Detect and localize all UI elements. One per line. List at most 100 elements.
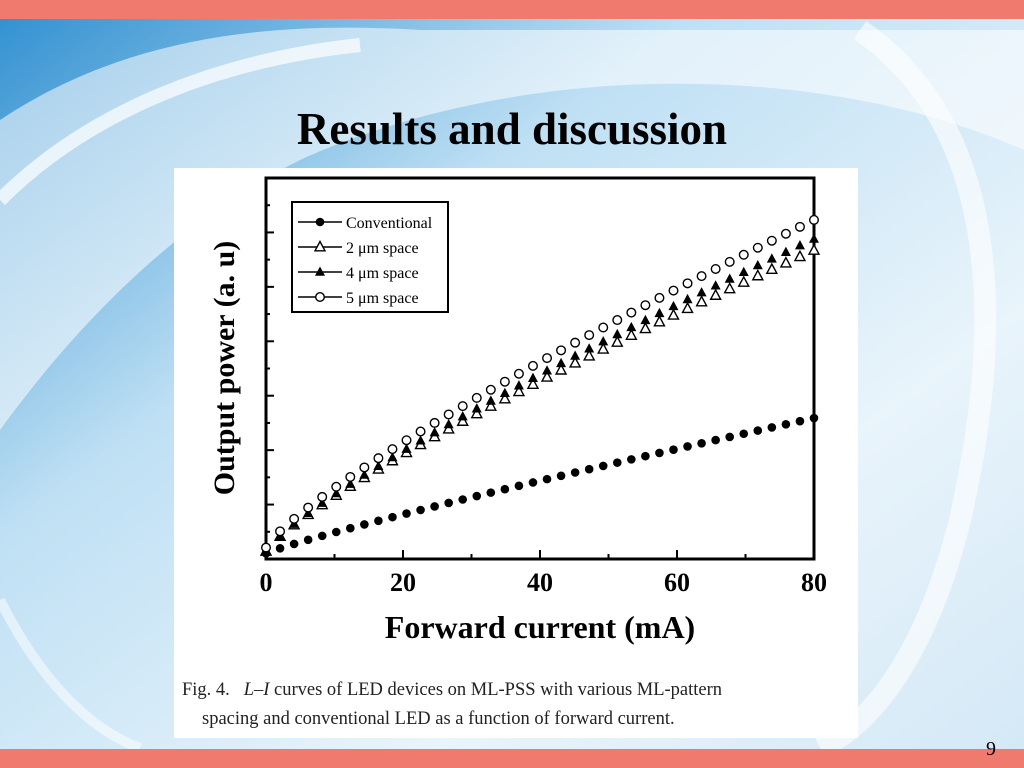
data-point bbox=[795, 416, 805, 426]
data-point bbox=[584, 343, 595, 353]
data-point bbox=[711, 435, 720, 445]
legend-marker bbox=[313, 240, 327, 252]
data-point bbox=[809, 214, 820, 225]
legend: Conventional 2 μm space 4 μm space 5 μm spa… bbox=[291, 201, 449, 313]
data-point bbox=[554, 363, 568, 375]
data-point bbox=[260, 542, 271, 553]
data-point bbox=[612, 315, 623, 326]
data-point bbox=[696, 287, 707, 297]
data-point bbox=[710, 263, 721, 274]
data-point bbox=[500, 484, 510, 494]
data-point bbox=[275, 526, 286, 537]
data-point bbox=[669, 445, 678, 454]
x-tick-label: 80 bbox=[801, 568, 827, 597]
data-point bbox=[373, 460, 384, 470]
data-point bbox=[766, 235, 777, 246]
x-axis-label: Forward current (mA) bbox=[385, 609, 695, 645]
data-point bbox=[570, 468, 580, 477]
data-point bbox=[809, 233, 819, 243]
legend-label: 5 μm space bbox=[346, 290, 419, 307]
caption-line-1-text: curves of LED devices on ML-PSS with var… bbox=[269, 680, 723, 700]
data-point bbox=[641, 451, 650, 461]
data-point bbox=[639, 321, 652, 334]
y-axis-ticks bbox=[266, 177, 274, 533]
top-accent-bar bbox=[0, 0, 1024, 19]
data-point bbox=[612, 458, 622, 467]
data-point bbox=[303, 502, 314, 513]
figure-panel: 0 20 40 60 80 Conventional 2 μm space 4 μm spa… bbox=[174, 168, 858, 738]
series-layer bbox=[259, 214, 821, 558]
caption-li: L–I bbox=[243, 680, 270, 700]
data-point bbox=[429, 417, 440, 428]
data-point bbox=[668, 300, 679, 311]
data-point bbox=[485, 384, 496, 395]
data-point bbox=[724, 273, 735, 283]
data-point bbox=[626, 307, 637, 318]
data-point bbox=[793, 249, 807, 262]
data-point bbox=[626, 321, 637, 332]
data-point bbox=[725, 432, 734, 442]
data-point bbox=[289, 539, 299, 549]
data-point bbox=[780, 228, 791, 239]
data-point bbox=[416, 505, 425, 515]
legend-label: 2 μm space bbox=[346, 240, 419, 257]
x-tick-label: 0 bbox=[260, 568, 273, 597]
data-point bbox=[584, 330, 595, 341]
data-point bbox=[794, 221, 805, 232]
data-point bbox=[513, 368, 524, 379]
data-point bbox=[527, 372, 538, 382]
data-point bbox=[568, 356, 582, 368]
series-0 bbox=[261, 413, 819, 558]
data-point bbox=[528, 478, 538, 487]
data-point bbox=[331, 487, 342, 498]
data-point bbox=[472, 491, 482, 501]
data-point bbox=[401, 443, 412, 453]
data-point bbox=[486, 488, 496, 497]
data-point bbox=[499, 387, 510, 398]
data-point bbox=[498, 392, 512, 404]
data-point bbox=[542, 353, 553, 364]
data-point bbox=[653, 315, 666, 327]
bottom-accent-bar bbox=[0, 749, 1024, 768]
data-point bbox=[584, 464, 594, 474]
data-point bbox=[527, 360, 538, 371]
figure-caption: Fig. 4. L–I curves of LED devices on ML-… bbox=[182, 676, 858, 734]
data-point bbox=[696, 271, 707, 282]
data-point bbox=[402, 509, 411, 518]
data-point bbox=[387, 452, 398, 462]
data-point bbox=[540, 370, 554, 382]
data-point bbox=[443, 409, 454, 420]
data-point bbox=[765, 262, 779, 275]
data-point bbox=[457, 411, 468, 421]
legend-marker bbox=[314, 291, 325, 302]
data-point bbox=[485, 395, 496, 405]
data-point bbox=[374, 516, 383, 526]
data-point bbox=[443, 418, 454, 429]
data-point bbox=[753, 426, 763, 435]
page-number: 9 bbox=[986, 738, 996, 760]
data-point bbox=[513, 380, 524, 390]
data-point bbox=[331, 527, 341, 537]
data-point bbox=[556, 357, 567, 368]
data-point bbox=[682, 293, 693, 304]
data-point bbox=[655, 448, 664, 458]
x-tick-label: 60 bbox=[664, 568, 690, 597]
data-point bbox=[598, 322, 609, 333]
data-point bbox=[681, 301, 694, 314]
data-point bbox=[739, 429, 749, 439]
x-tick-label: 40 bbox=[527, 568, 553, 597]
data-point bbox=[542, 474, 552, 484]
data-point bbox=[359, 462, 370, 473]
legend-label: Conventional bbox=[346, 215, 433, 232]
data-point bbox=[303, 535, 313, 545]
data-point bbox=[471, 403, 482, 413]
legend-label: 4 μm space bbox=[346, 265, 419, 282]
data-point bbox=[484, 399, 497, 411]
legend-marker bbox=[315, 266, 325, 276]
data-point bbox=[781, 419, 791, 429]
data-point bbox=[556, 471, 566, 481]
slide-title: Results and discussion bbox=[296, 104, 728, 154]
data-point bbox=[373, 453, 384, 464]
data-point bbox=[512, 384, 526, 397]
data-point bbox=[625, 328, 638, 341]
